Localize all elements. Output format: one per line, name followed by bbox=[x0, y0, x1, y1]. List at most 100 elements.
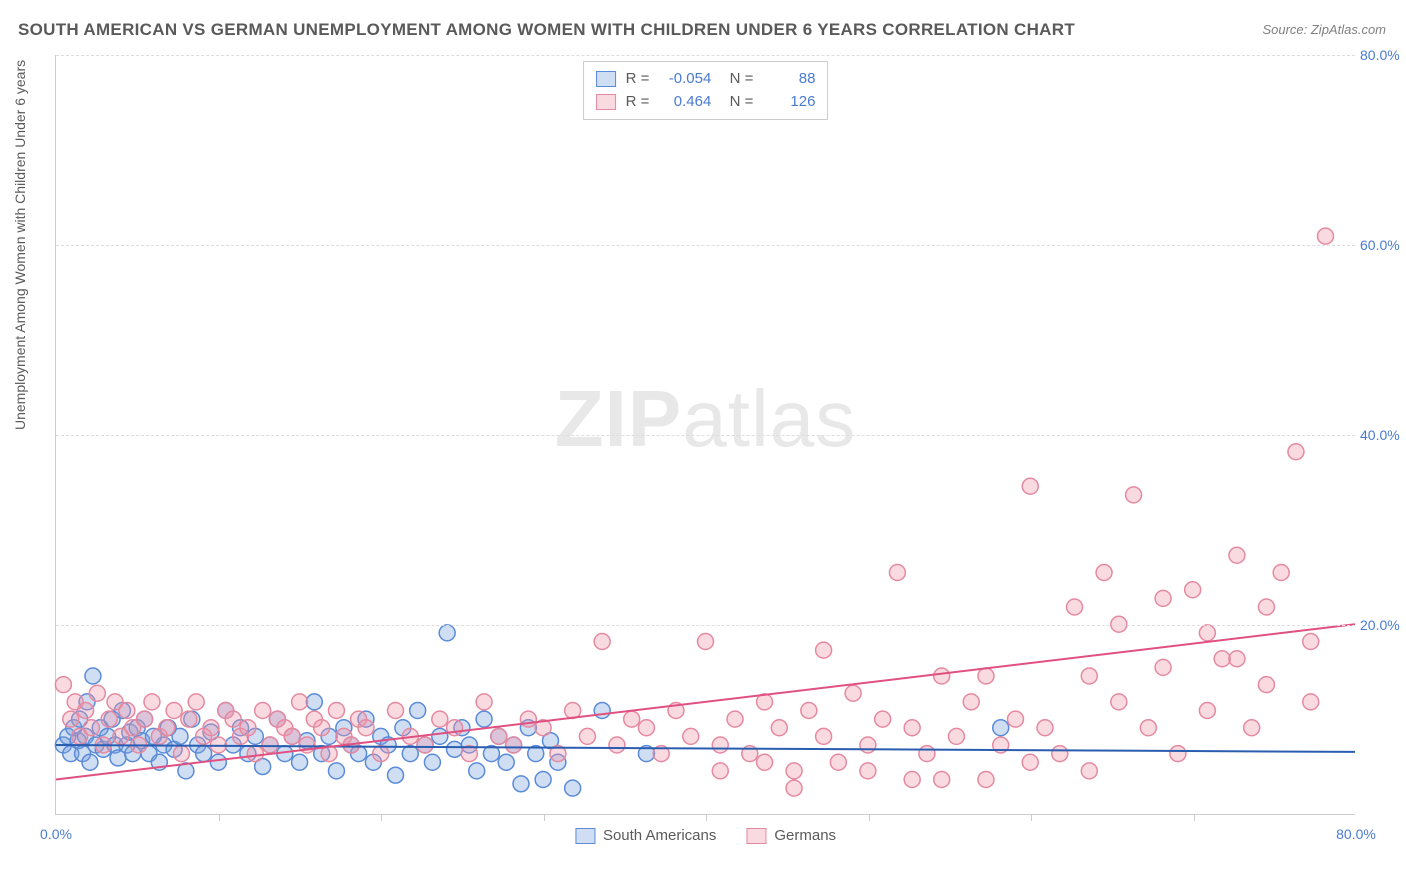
data-point bbox=[82, 754, 98, 770]
data-point bbox=[698, 634, 714, 650]
data-point bbox=[306, 694, 322, 710]
data-point bbox=[402, 746, 418, 762]
x-tick-mark bbox=[706, 815, 707, 821]
data-point bbox=[1317, 228, 1333, 244]
data-point bbox=[388, 767, 404, 783]
x-tick-mark bbox=[869, 815, 870, 821]
data-point bbox=[63, 711, 79, 727]
data-point bbox=[328, 703, 344, 719]
data-point bbox=[1185, 582, 1201, 598]
data-point bbox=[358, 720, 374, 736]
data-point bbox=[284, 728, 300, 744]
data-point bbox=[683, 728, 699, 744]
stat-n-value-0: 88 bbox=[763, 68, 815, 91]
stat-n-value-1: 126 bbox=[763, 91, 815, 114]
data-point bbox=[771, 720, 787, 736]
data-point bbox=[506, 737, 522, 753]
data-point bbox=[314, 720, 330, 736]
data-point bbox=[1229, 547, 1245, 563]
swatch-series-0 bbox=[596, 71, 616, 87]
data-point bbox=[860, 737, 876, 753]
stat-r-value-1: 0.464 bbox=[659, 91, 711, 114]
data-point bbox=[963, 694, 979, 710]
data-point bbox=[1258, 599, 1274, 615]
data-point bbox=[491, 728, 507, 744]
data-point bbox=[247, 746, 263, 762]
data-point bbox=[535, 772, 551, 788]
data-point bbox=[144, 694, 160, 710]
data-point bbox=[181, 711, 197, 727]
data-point bbox=[1052, 746, 1068, 762]
y-tick-label: 60.0% bbox=[1360, 237, 1406, 253]
data-point bbox=[439, 625, 455, 641]
chart-title: SOUTH AMERICAN VS GERMAN UNEMPLOYMENT AM… bbox=[18, 20, 1075, 40]
gridline-h bbox=[56, 435, 1355, 436]
data-point bbox=[432, 728, 448, 744]
stat-r-label-1: R = bbox=[626, 91, 650, 114]
data-point bbox=[1229, 651, 1245, 667]
data-point bbox=[1067, 599, 1083, 615]
data-point bbox=[240, 720, 256, 736]
data-point bbox=[1126, 487, 1142, 503]
stat-n-label-0: N = bbox=[721, 68, 753, 91]
data-point bbox=[624, 711, 640, 727]
data-point bbox=[727, 711, 743, 727]
data-point bbox=[196, 746, 212, 762]
data-point bbox=[594, 634, 610, 650]
legend-swatch-0 bbox=[575, 828, 595, 844]
data-point bbox=[410, 703, 426, 719]
gridline-h bbox=[56, 245, 1355, 246]
data-point bbox=[292, 694, 308, 710]
stats-legend: R = -0.054 N = 88 R = 0.464 N = 126 bbox=[583, 61, 829, 120]
data-point bbox=[1155, 590, 1171, 606]
data-point bbox=[469, 763, 485, 779]
data-point bbox=[978, 668, 994, 684]
source-label: Source: ZipAtlas.com bbox=[1262, 22, 1386, 37]
data-point bbox=[1111, 694, 1127, 710]
data-point bbox=[919, 746, 935, 762]
x-tick-label: 80.0% bbox=[1336, 826, 1376, 842]
data-point bbox=[1303, 694, 1319, 710]
y-axis-label: Unemployment Among Women with Children U… bbox=[12, 60, 28, 430]
data-point bbox=[845, 685, 861, 701]
data-point bbox=[816, 642, 832, 658]
data-point bbox=[203, 720, 219, 736]
y-tick-label: 40.0% bbox=[1360, 427, 1406, 443]
data-point bbox=[1007, 711, 1023, 727]
x-tick-mark bbox=[381, 815, 382, 821]
data-point bbox=[210, 754, 226, 770]
y-tick-label: 20.0% bbox=[1360, 617, 1406, 633]
bottom-legend: South Americans Germans bbox=[575, 827, 836, 844]
data-point bbox=[1199, 625, 1215, 641]
data-point bbox=[1199, 703, 1215, 719]
data-point bbox=[513, 776, 529, 792]
data-point bbox=[417, 737, 433, 753]
data-point bbox=[875, 711, 891, 727]
data-point bbox=[830, 754, 846, 770]
y-tick-label: 80.0% bbox=[1360, 47, 1406, 63]
x-tick-mark bbox=[1194, 815, 1195, 821]
data-point bbox=[579, 728, 595, 744]
data-point bbox=[373, 746, 389, 762]
data-point bbox=[1170, 746, 1186, 762]
data-point bbox=[498, 754, 514, 770]
data-point bbox=[904, 772, 920, 788]
data-point bbox=[1081, 668, 1097, 684]
data-point bbox=[1273, 565, 1289, 581]
data-point bbox=[638, 720, 654, 736]
data-point bbox=[1140, 720, 1156, 736]
data-point bbox=[159, 720, 175, 736]
legend-label-0: South Americans bbox=[603, 827, 716, 844]
data-point bbox=[432, 711, 448, 727]
data-point bbox=[1155, 659, 1171, 675]
gridline-h bbox=[56, 55, 1355, 56]
data-point bbox=[188, 694, 204, 710]
data-point bbox=[816, 728, 832, 744]
data-point bbox=[712, 737, 728, 753]
data-point bbox=[1022, 478, 1038, 494]
gridline-h bbox=[56, 625, 1355, 626]
data-point bbox=[262, 737, 278, 753]
data-point bbox=[119, 703, 135, 719]
x-tick-label: 0.0% bbox=[40, 826, 72, 842]
data-point bbox=[388, 703, 404, 719]
